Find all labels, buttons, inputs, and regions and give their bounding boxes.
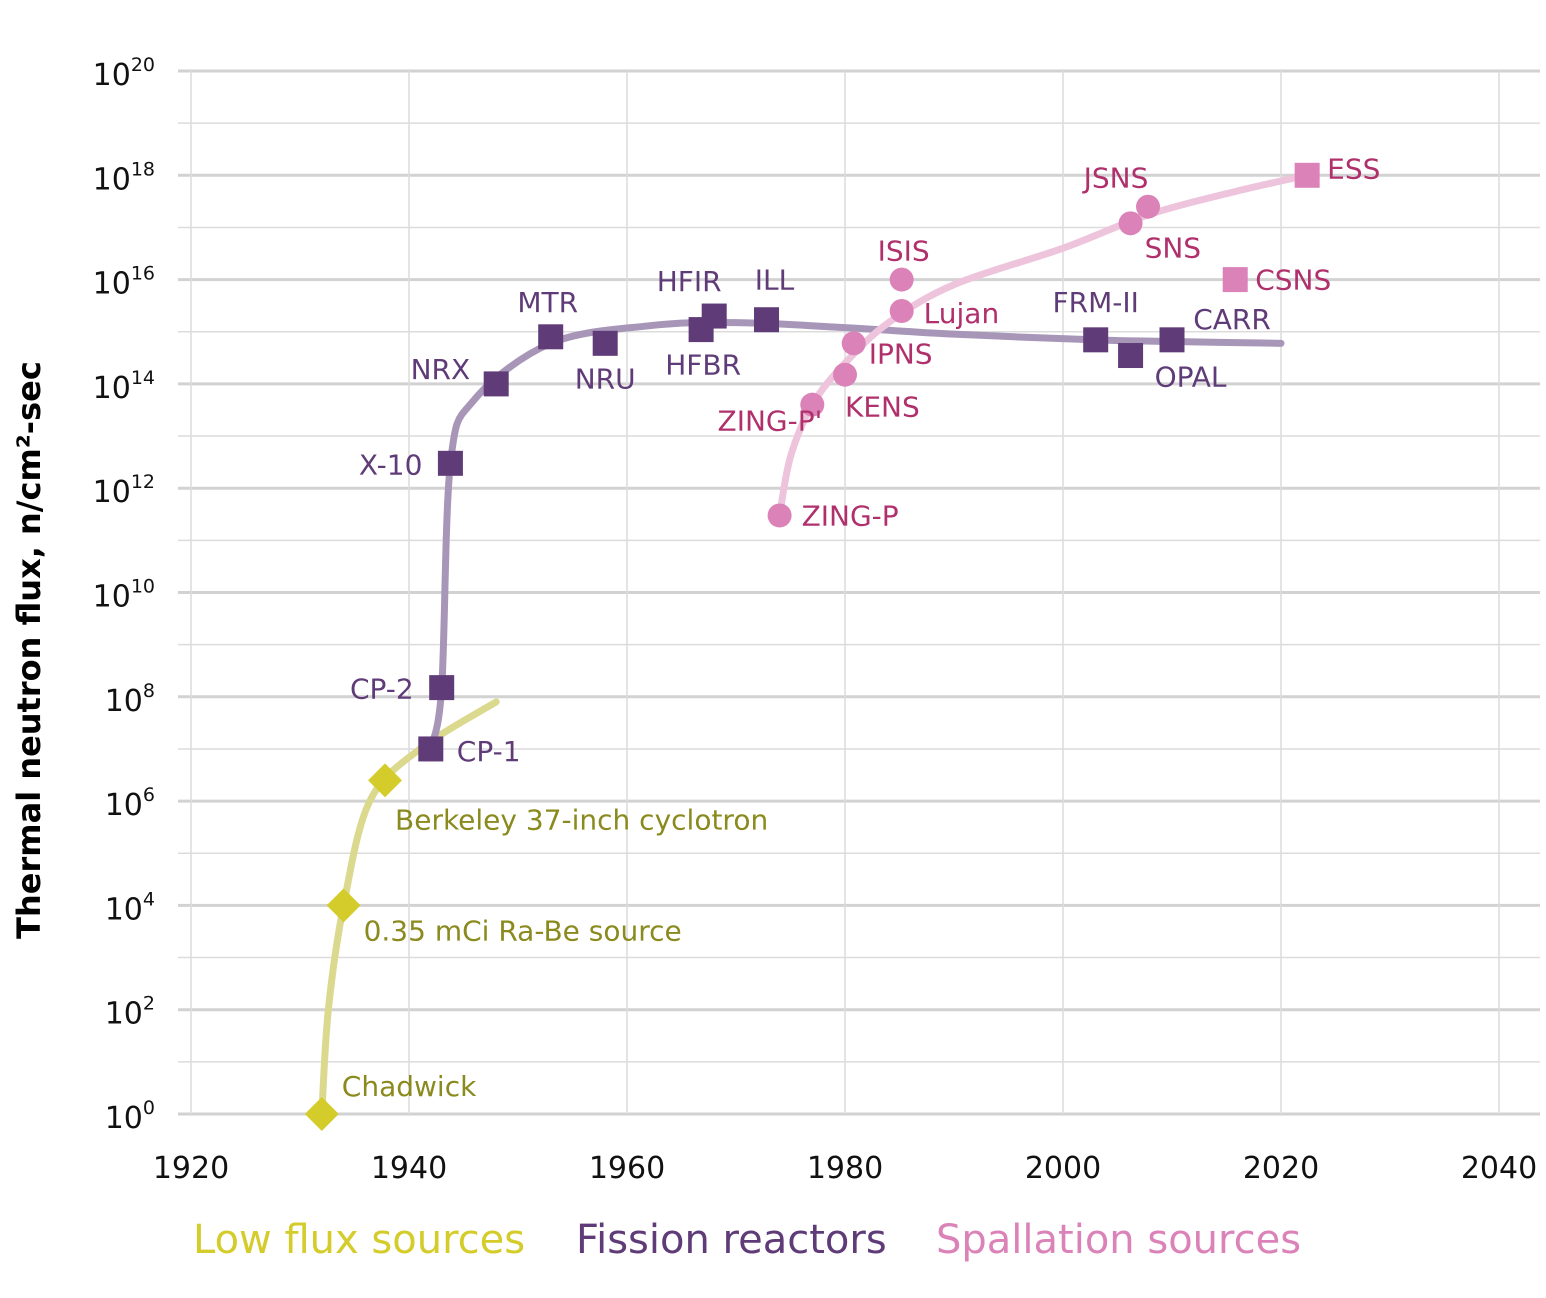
y-tick-label: 108 — [105, 680, 155, 719]
circle-marker — [889, 267, 914, 292]
point-label: Berkeley 37-inch cyclotron — [395, 803, 768, 836]
y-axis-ticks: 1020 1018 1016 1014 1012 1010 108 106 104 102 100 — [93, 54, 155, 1136]
y-tick-label: 102 — [105, 993, 155, 1032]
square-marker — [1118, 343, 1144, 369]
fission-curve — [427, 318, 1285, 753]
square-marker — [1159, 327, 1185, 353]
square-marker — [592, 330, 618, 356]
y-tick-label: 1016 — [93, 263, 155, 302]
legend-item: Spallation sources — [936, 1217, 1301, 1263]
square-marker — [538, 324, 564, 350]
point-label: SNS — [1145, 231, 1202, 264]
x-tick-label: 2020 — [1243, 1151, 1319, 1186]
point-label: JSNS — [1082, 162, 1149, 195]
x-tick-label: 1940 — [371, 1151, 447, 1186]
point-label: HFBR — [665, 349, 741, 382]
circle-marker — [767, 503, 792, 528]
point-label: OPAL — [1155, 361, 1227, 394]
point-label: HFIR — [657, 265, 722, 298]
point-label: NRU — [575, 362, 636, 395]
diamond-marker — [326, 888, 361, 923]
legend-item: Fission reactors — [576, 1217, 887, 1263]
diamond-marker — [304, 1097, 339, 1131]
circle-marker — [1118, 211, 1143, 236]
square-marker — [701, 303, 727, 329]
y-axis-label: Thermal neutron flux, n/cm²-sec — [10, 361, 48, 939]
point-label: ESS — [1327, 152, 1380, 185]
circle-marker — [800, 392, 825, 417]
y-tick-label: 100 — [105, 1097, 155, 1136]
y-tick-label: 104 — [105, 888, 155, 927]
point-label: ILL — [755, 264, 795, 297]
point-label: CP-2 — [350, 673, 414, 706]
y-tick-label: 1012 — [93, 471, 155, 510]
spallation-curve — [776, 171, 1311, 519]
point-label: ZING-P — [802, 499, 899, 532]
square-marker — [1222, 267, 1248, 293]
point-label: CP-1 — [457, 735, 521, 768]
point-label: Lujan — [924, 297, 1000, 330]
x-tick-label: 1920 — [153, 1151, 229, 1186]
x-axis-ticks: 1920 1940 1960 1980 2000 2020 2040 — [153, 1151, 1537, 1186]
point-label: X-10 — [359, 448, 423, 481]
point-label: 0.35 mCi Ra-Be source — [364, 914, 682, 947]
square-marker — [483, 371, 509, 397]
y-tick-label: 1014 — [93, 367, 155, 406]
point-label: IPNS — [869, 337, 933, 370]
point-labels: Chadwick 0.35 mCi Ra-Be source Berkeley 37… — [342, 152, 1381, 1103]
point-label: ZING-P' — [718, 405, 823, 438]
x-tick-label: 1960 — [589, 1151, 665, 1186]
square-marker — [1294, 162, 1320, 188]
point-label: KENS — [845, 391, 920, 424]
data-markers — [304, 162, 1320, 1131]
point-label: Chadwick — [342, 1070, 477, 1103]
circle-marker — [1136, 194, 1161, 219]
square-marker — [437, 450, 463, 476]
circle-marker — [889, 298, 914, 323]
square-marker — [418, 736, 444, 762]
y-tick-label: 1020 — [93, 54, 155, 93]
y-tick-label: 1010 — [93, 576, 155, 615]
x-tick-label: 2000 — [1025, 1151, 1101, 1186]
plot-grid — [178, 69, 1540, 1116]
x-tick-label: 2040 — [1461, 1151, 1537, 1186]
point-label: MTR — [517, 286, 578, 319]
point-label: CARR — [1193, 303, 1271, 336]
square-marker — [754, 307, 780, 333]
legend: Low flux sources Fission reactors Spallati… — [193, 1217, 1301, 1263]
point-label: FRM-II — [1053, 286, 1139, 319]
point-label: NRX — [411, 353, 471, 386]
point-label: ISIS — [878, 235, 930, 268]
square-marker — [1083, 327, 1109, 353]
point-label: CSNS — [1255, 264, 1331, 297]
legend-item: Low flux sources — [193, 1217, 525, 1263]
diamond-marker — [368, 763, 402, 798]
square-marker — [429, 675, 455, 701]
y-tick-label: 1018 — [93, 158, 155, 197]
circle-marker — [833, 362, 857, 387]
y-tick-label: 106 — [105, 784, 155, 823]
x-tick-label: 1980 — [807, 1151, 883, 1186]
circle-marker — [841, 331, 866, 356]
